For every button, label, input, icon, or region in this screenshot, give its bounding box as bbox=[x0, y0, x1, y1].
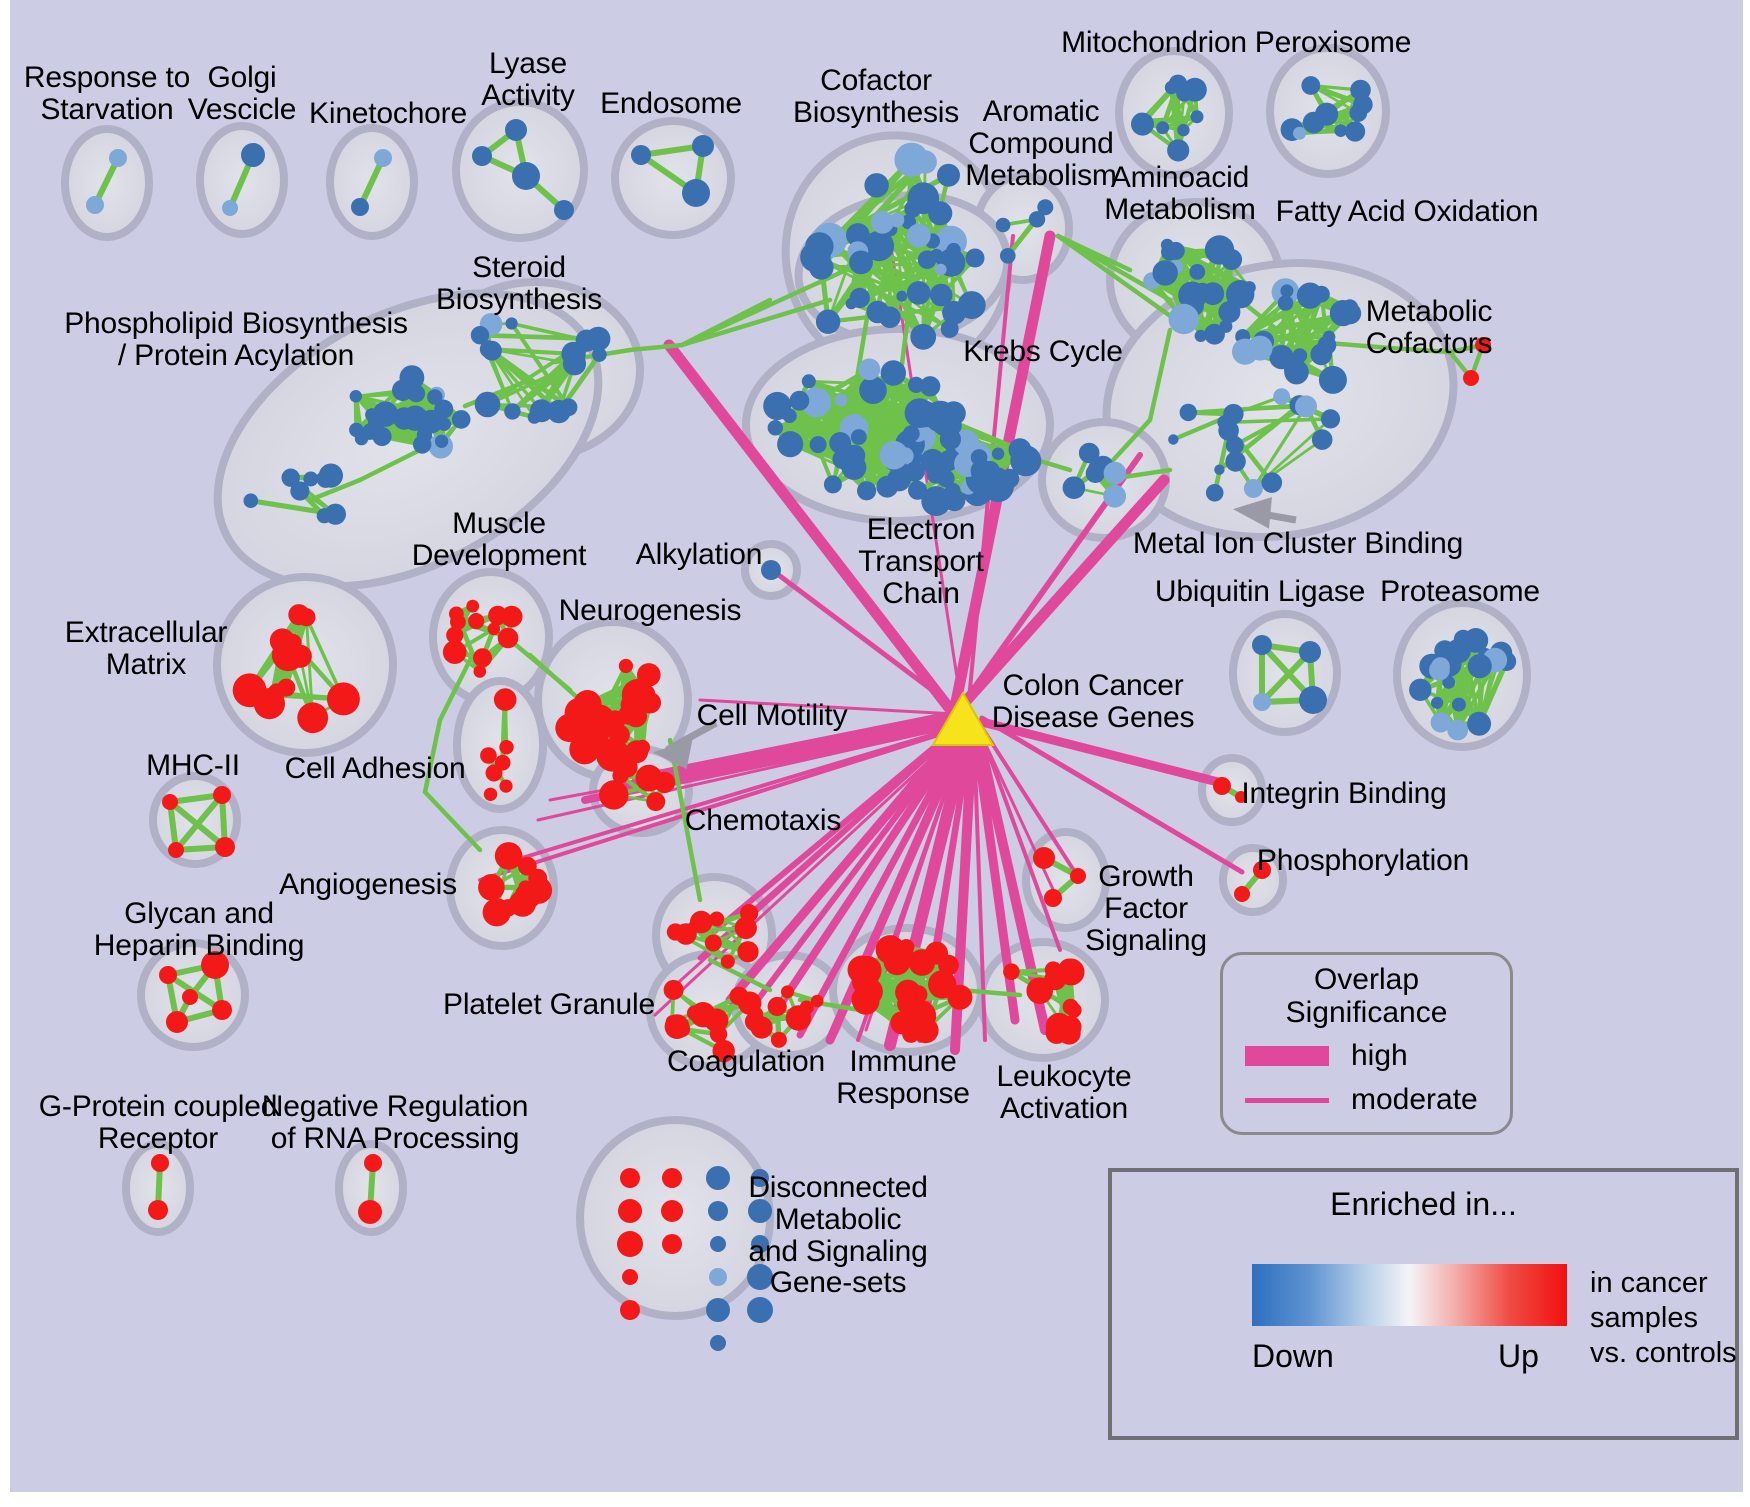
legend-swatch-high bbox=[1245, 1046, 1329, 1066]
legend-color-gradient-bar bbox=[1252, 1264, 1567, 1326]
annotation-arrows bbox=[652, 497, 1297, 770]
hull-growth-factor-signaling bbox=[1022, 828, 1110, 932]
hub-triangle-colon-cancer-disease-genes[interactable] bbox=[931, 690, 995, 746]
generated-cluster-nodes bbox=[86, 74, 1517, 1351]
legend-overlap-significance: Overlap Significance high moderate bbox=[1220, 952, 1513, 1135]
network-diagram: Response to Starvation Golgi Vescicle Kine… bbox=[10, 0, 1743, 1492]
legend-enriched-side-label: in cancer samples vs. controls bbox=[1590, 1267, 1737, 1369]
legend-label-high: high bbox=[1351, 1039, 1408, 1072]
legend-overlap-row-high: high bbox=[1223, 1039, 1510, 1073]
legend-enriched-title: Enriched in... bbox=[1330, 1186, 1517, 1222]
legend-gradient-low-label: Down bbox=[1252, 1338, 1334, 1374]
legend-enriched-in: Enriched in... Down Up in cancer samples… bbox=[1108, 1168, 1739, 1440]
network-graphics bbox=[61, 44, 1531, 1351]
legend-gradient-high-label: Up bbox=[1498, 1338, 1539, 1374]
arrow-cell-motility bbox=[652, 719, 718, 770]
legend-swatch-moderate bbox=[1245, 1097, 1329, 1103]
arrow-metal-ion-cluster-binding bbox=[1233, 497, 1297, 529]
legend-overlap-row-moderate: moderate bbox=[1223, 1083, 1510, 1117]
legend-overlap-title: Overlap Significance bbox=[1285, 963, 1448, 1029]
legend-label-moderate: moderate bbox=[1351, 1083, 1478, 1116]
hub-edges-high bbox=[478, 230, 1245, 1055]
